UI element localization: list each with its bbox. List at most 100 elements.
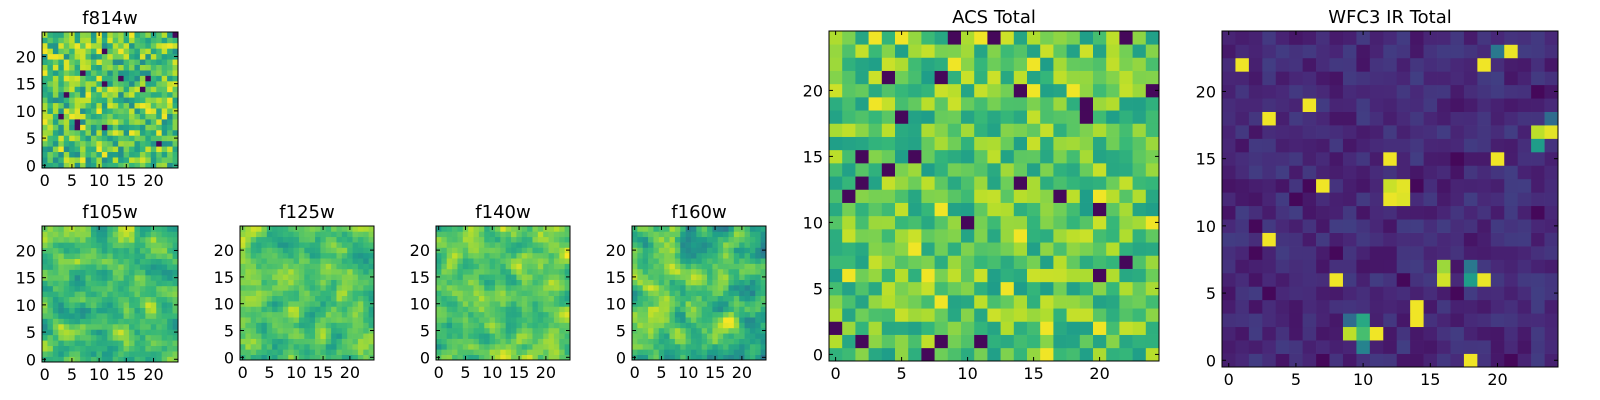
heatmap-cell (320, 301, 327, 307)
heatmap-cell (47, 157, 54, 163)
heatmap-cell (341, 226, 348, 232)
heatmap-cell (1248, 272, 1263, 287)
heatmap-cell (368, 349, 375, 355)
heatmap-cell (1027, 149, 1041, 164)
heatmap-cell (58, 285, 65, 292)
heatmap-cell (642, 263, 649, 270)
heatmap-cell (717, 236, 724, 243)
heatmap-cell (664, 354, 670, 361)
heatmap-cell (921, 97, 935, 111)
heatmap-cell (696, 322, 703, 329)
heatmap-cell (123, 42, 130, 49)
heatmap-cell (63, 345, 70, 352)
heatmap-cell (129, 334, 135, 341)
heatmap-cell (1000, 97, 1015, 111)
heatmap-cell (69, 97, 75, 104)
heatmap-cell (516, 242, 523, 248)
heatmap-cell (129, 32, 135, 38)
y-tick-label: 15 (214, 268, 234, 287)
heatmap-cell (868, 255, 883, 269)
heatmap-cell (1053, 149, 1067, 164)
heatmap-cell (1119, 136, 1133, 151)
heatmap-cell (462, 247, 469, 254)
axes-frame (435, 225, 571, 361)
heatmap-cell (47, 345, 54, 352)
heatmap-cell (712, 301, 719, 307)
heatmap-cell (123, 124, 130, 131)
heatmap-cell (664, 343, 670, 350)
heatmap-cell (145, 119, 152, 125)
heatmap-cell (653, 295, 660, 302)
heatmap-cell (240, 311, 246, 318)
heatmap-cell (717, 274, 724, 280)
heatmap-cell (868, 189, 883, 203)
heatmap-cell (282, 226, 289, 232)
heatmap-cell (331, 242, 337, 248)
heatmap-cell (1504, 246, 1519, 260)
heatmap-cell (1517, 286, 1532, 301)
heatmap-cell (484, 263, 490, 270)
heatmap-cell (288, 311, 294, 318)
heatmap-cell (1106, 83, 1120, 98)
heatmap-cell (446, 295, 453, 302)
heatmap-cell (368, 295, 375, 302)
heatmap-cell (298, 226, 305, 232)
heatmap-cell (553, 333, 560, 339)
heatmap-cell (1316, 299, 1330, 314)
heatmap-cell (331, 301, 337, 307)
heatmap-cell (829, 321, 843, 335)
heatmap-cell (658, 327, 665, 334)
heatmap-cell (107, 258, 114, 265)
heatmap-cell (1544, 125, 1559, 139)
heatmap-cell (1000, 215, 1015, 230)
heatmap-cell (669, 236, 676, 243)
heatmap-cell (1275, 84, 1290, 99)
heatmap-cell (494, 317, 501, 323)
heatmap-cell (363, 242, 369, 248)
heatmap-cell (52, 313, 59, 319)
heatmap-cell (436, 311, 442, 318)
heatmap-cell (1145, 31, 1160, 45)
heatmap-cell (52, 296, 59, 303)
heatmap-cell (161, 345, 168, 352)
heatmap-cell (1423, 31, 1438, 45)
heatmap-cell (728, 274, 735, 280)
heatmap-cell (489, 338, 496, 345)
heatmap-cell (696, 242, 703, 248)
heatmap-cell (1423, 84, 1438, 99)
heatmap-cell (1040, 334, 1054, 349)
heatmap-cell (134, 247, 141, 254)
heatmap-cell (473, 290, 480, 297)
heatmap-cell (1342, 138, 1357, 153)
heatmap-cell (261, 284, 268, 291)
heatmap-cell (674, 236, 681, 243)
heatmap-cell (1517, 138, 1532, 153)
heatmap-cell (690, 317, 697, 323)
heatmap-cell (511, 284, 517, 291)
heatmap-cell (1517, 353, 1532, 368)
heatmap-cell (1342, 44, 1357, 59)
heatmap-cell (74, 146, 81, 153)
heatmap-cell (1013, 295, 1028, 309)
heatmap-cell (112, 236, 119, 243)
heatmap-cell (521, 242, 528, 248)
heatmap-cell (1504, 165, 1519, 180)
heatmap-cell (341, 343, 348, 350)
heatmap-cell (1066, 295, 1081, 309)
heatmap-cell (52, 307, 59, 314)
heatmap-cell (921, 347, 935, 362)
heatmap-cell (112, 280, 119, 287)
heatmap-cell (320, 284, 327, 291)
heatmap-cell (842, 295, 856, 309)
heatmap-cell (1477, 246, 1492, 260)
heatmap-cell (1106, 189, 1120, 203)
heatmap-cell (47, 285, 54, 292)
heatmap-cell (648, 274, 654, 280)
heatmap-cell (80, 351, 86, 357)
heatmap-cell (701, 301, 708, 307)
heatmap-cell (129, 285, 135, 292)
heatmap-cell (63, 285, 70, 292)
heatmap-cell (744, 311, 751, 318)
heatmap-cell (1531, 313, 1545, 328)
heatmap-cell (755, 263, 761, 270)
